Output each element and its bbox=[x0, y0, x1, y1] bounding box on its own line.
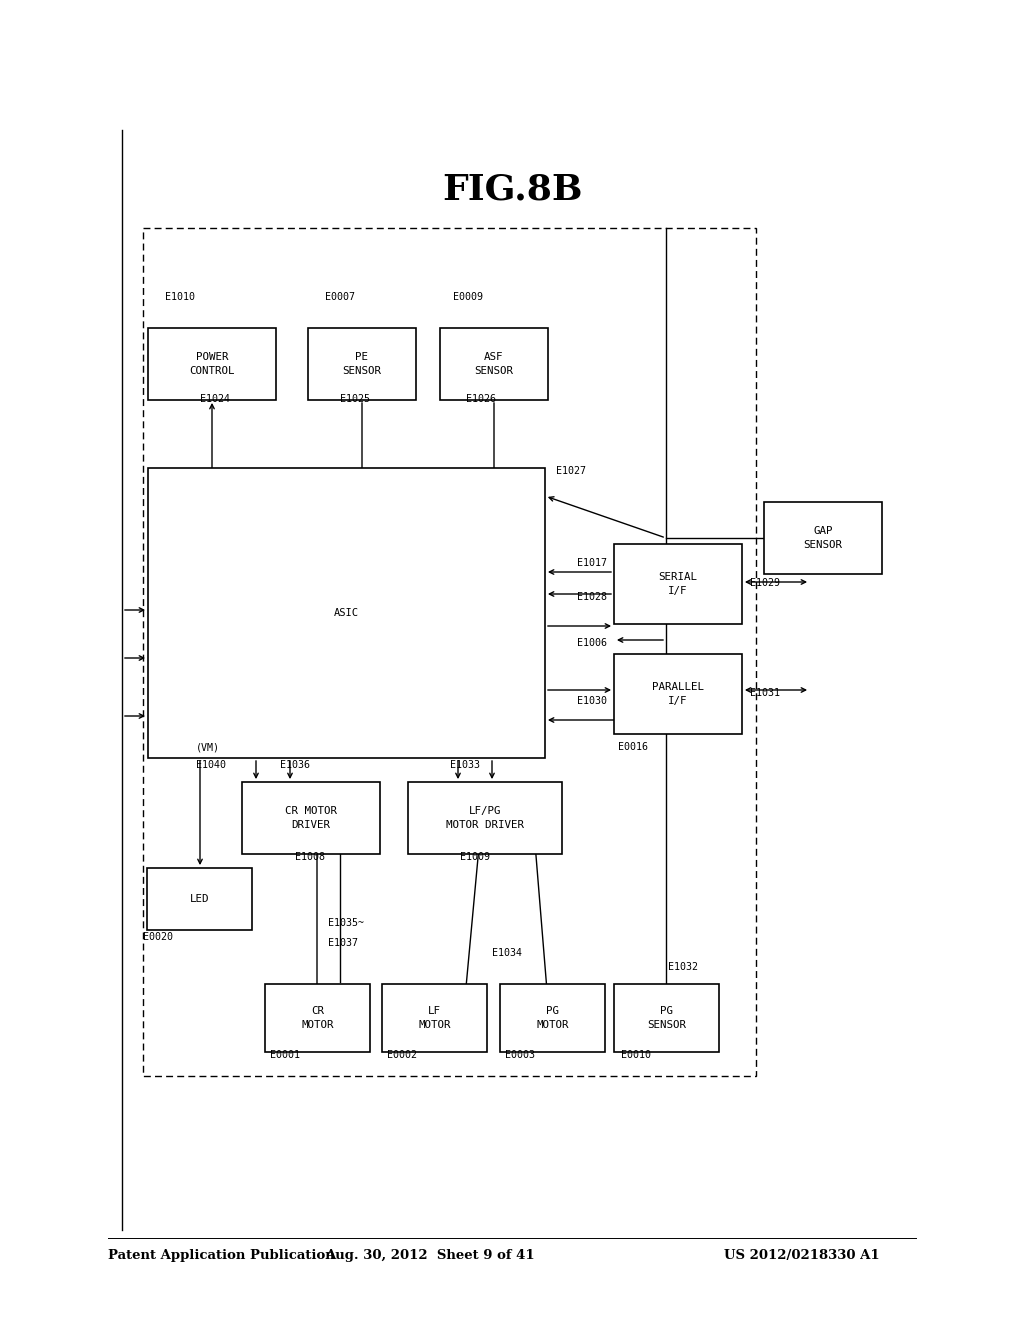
Text: E1009: E1009 bbox=[460, 851, 490, 862]
Bar bbox=[614, 544, 742, 624]
Text: E1017: E1017 bbox=[577, 558, 607, 568]
Text: CR
MOTOR: CR MOTOR bbox=[301, 1006, 334, 1030]
Text: FIG.8B: FIG.8B bbox=[441, 173, 583, 207]
Text: E0007: E0007 bbox=[325, 292, 355, 302]
Text: POWER
CONTROL: POWER CONTROL bbox=[189, 352, 234, 376]
Text: E1024: E1024 bbox=[200, 393, 230, 404]
Text: E0010: E0010 bbox=[621, 1049, 651, 1060]
Text: E1037: E1037 bbox=[328, 939, 358, 948]
Text: ASF
SENSOR: ASF SENSOR bbox=[474, 352, 513, 376]
Text: Aug. 30, 2012  Sheet 9 of 41: Aug. 30, 2012 Sheet 9 of 41 bbox=[326, 1249, 535, 1262]
Text: (VM): (VM) bbox=[196, 742, 220, 752]
Text: GAP
SENSOR: GAP SENSOR bbox=[804, 527, 843, 549]
Text: E1035~: E1035~ bbox=[328, 917, 364, 928]
Text: LF
MOTOR: LF MOTOR bbox=[418, 1006, 451, 1030]
Text: E0001: E0001 bbox=[270, 1049, 300, 1060]
Bar bbox=[242, 781, 380, 854]
Bar bbox=[148, 327, 276, 400]
Bar bbox=[614, 983, 719, 1052]
Text: E1025: E1025 bbox=[340, 393, 370, 404]
Text: E1031: E1031 bbox=[750, 688, 780, 698]
Text: Patent Application Publication: Patent Application Publication bbox=[108, 1249, 335, 1262]
Text: E1032: E1032 bbox=[668, 962, 698, 972]
Text: E1027: E1027 bbox=[556, 466, 586, 477]
Bar bbox=[614, 653, 742, 734]
Bar bbox=[500, 983, 605, 1052]
Text: E1029: E1029 bbox=[750, 578, 780, 587]
Text: E0016: E0016 bbox=[618, 742, 648, 752]
Bar bbox=[308, 327, 416, 400]
Text: E1010: E1010 bbox=[165, 292, 195, 302]
Text: PG
MOTOR: PG MOTOR bbox=[537, 1006, 568, 1030]
Text: E1028: E1028 bbox=[577, 591, 607, 602]
Bar bbox=[147, 869, 252, 931]
Text: E0020: E0020 bbox=[143, 932, 173, 942]
Bar bbox=[408, 781, 562, 854]
Bar bbox=[440, 327, 548, 400]
Text: ASIC: ASIC bbox=[334, 609, 359, 618]
Bar bbox=[382, 983, 487, 1052]
Text: PE
SENSOR: PE SENSOR bbox=[342, 352, 382, 376]
Text: E0003: E0003 bbox=[505, 1049, 535, 1060]
Text: E1033: E1033 bbox=[450, 760, 480, 770]
Text: LED: LED bbox=[189, 894, 209, 904]
Bar bbox=[148, 469, 545, 758]
Text: LF/PG
MOTOR DRIVER: LF/PG MOTOR DRIVER bbox=[446, 807, 524, 829]
Text: E1030: E1030 bbox=[577, 696, 607, 706]
Text: E1008: E1008 bbox=[295, 851, 325, 862]
Text: US 2012/0218330 A1: US 2012/0218330 A1 bbox=[724, 1249, 880, 1262]
Text: E0002: E0002 bbox=[387, 1049, 417, 1060]
Text: PG
SENSOR: PG SENSOR bbox=[647, 1006, 686, 1030]
Bar bbox=[764, 502, 882, 574]
Text: SERIAL
I/F: SERIAL I/F bbox=[658, 573, 697, 595]
Bar bbox=[143, 228, 756, 1076]
Bar bbox=[265, 983, 370, 1052]
Text: E1034: E1034 bbox=[492, 948, 522, 958]
Text: E0009: E0009 bbox=[453, 292, 483, 302]
Text: E1036: E1036 bbox=[280, 760, 310, 770]
Text: CR MOTOR
DRIVER: CR MOTOR DRIVER bbox=[285, 807, 337, 829]
Text: PARALLEL
I/F: PARALLEL I/F bbox=[652, 682, 705, 706]
Text: E1040: E1040 bbox=[196, 760, 226, 770]
Text: E1006: E1006 bbox=[577, 638, 607, 648]
Text: E1026: E1026 bbox=[466, 393, 496, 404]
